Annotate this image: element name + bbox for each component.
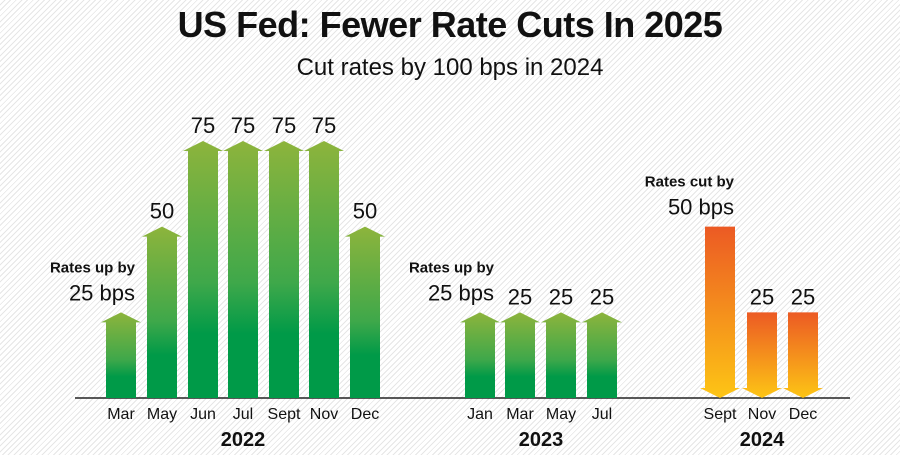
data-label: 75 — [231, 113, 255, 138]
chart-title: US Fed: Fewer Rate Cuts In 2025 — [178, 4, 723, 45]
data-label: 25 — [508, 284, 532, 309]
data-label: 75 — [312, 113, 336, 138]
tick-label: Jul — [592, 406, 612, 423]
bar-up-arrow-2022-nov — [304, 141, 344, 398]
bar-up-arrow-2023-mar — [500, 312, 540, 398]
annotation-line2: 50 bps — [668, 195, 734, 220]
tick-label: Jun — [190, 406, 216, 423]
tick-label: Mar — [107, 406, 135, 423]
year-label-2022: 2022 — [221, 429, 266, 451]
bar-up-arrow-2022-mar — [101, 312, 141, 398]
tick-label: Sept — [268, 406, 301, 423]
annotation-line1: Rates up by — [50, 259, 136, 276]
data-label: 25 — [791, 284, 815, 309]
tick-label: Nov — [748, 406, 776, 423]
annotation-line1: Rates up by — [409, 259, 495, 276]
tick-label: Nov — [310, 406, 338, 423]
year-label-2023: 2023 — [519, 429, 564, 451]
bar-up-arrow-2022-may — [142, 226, 182, 398]
tick-label: May — [546, 406, 576, 423]
bar-up-arrow-2022-jun — [183, 141, 223, 398]
bar-up-arrow-2022-jul — [223, 141, 263, 398]
annotation-line2: 25 bps — [428, 280, 494, 305]
year-label-2024: 2024 — [740, 429, 785, 451]
tick-label: Dec — [351, 406, 379, 423]
tick-label: Jan — [467, 406, 493, 423]
bar-up-arrow-2022-dec — [345, 226, 385, 398]
bar-up-arrow-2023-may — [541, 312, 581, 398]
tick-label: Dec — [789, 406, 817, 423]
data-label: 75 — [272, 113, 296, 138]
bar-up-arrow-2023-jan — [460, 312, 500, 398]
tick-label: Jul — [233, 406, 253, 423]
tick-label: Mar — [506, 406, 534, 423]
bar-down-arrow-2024-dec — [783, 312, 823, 398]
tick-label: Sept — [704, 406, 737, 423]
bar-down-arrow-2024-sept — [700, 226, 740, 398]
annotation-line1: Rates cut by — [645, 174, 735, 191]
data-label: 50 — [150, 199, 174, 224]
tick-label: May — [147, 406, 177, 423]
data-label: 50 — [353, 199, 377, 224]
data-label: 25 — [750, 284, 774, 309]
data-label: 25 — [590, 284, 614, 309]
data-label: 75 — [191, 113, 215, 138]
data-label: 25 — [549, 284, 573, 309]
bar-up-arrow-2023-jul — [582, 312, 622, 398]
bar-up-arrow-2022-sept — [264, 141, 304, 398]
bar-down-arrow-2024-nov — [742, 312, 782, 398]
chart-subtitle: Cut rates by 100 bps in 2024 — [297, 54, 604, 81]
annotation-line2: 25 bps — [69, 280, 135, 305]
